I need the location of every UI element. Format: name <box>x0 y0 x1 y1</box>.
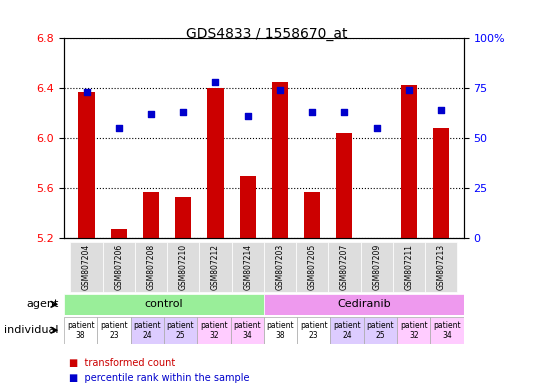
Bar <box>304 192 320 238</box>
Point <box>308 109 317 115</box>
FancyBboxPatch shape <box>397 317 431 344</box>
Text: Cediranib: Cediranib <box>337 299 391 310</box>
FancyBboxPatch shape <box>103 242 135 292</box>
Text: patient
24: patient 24 <box>133 321 161 340</box>
Text: GSM807203: GSM807203 <box>276 244 285 290</box>
Bar <box>111 229 127 238</box>
FancyBboxPatch shape <box>197 317 230 344</box>
FancyBboxPatch shape <box>135 242 167 292</box>
FancyBboxPatch shape <box>70 242 103 292</box>
FancyBboxPatch shape <box>264 242 296 292</box>
Point <box>179 109 188 115</box>
Bar <box>175 197 191 238</box>
FancyBboxPatch shape <box>425 242 457 292</box>
Text: GSM807210: GSM807210 <box>179 244 188 290</box>
Point <box>244 113 252 119</box>
Text: control: control <box>144 299 183 310</box>
FancyBboxPatch shape <box>131 317 164 344</box>
FancyBboxPatch shape <box>164 317 197 344</box>
FancyBboxPatch shape <box>264 317 297 344</box>
Text: patient
23: patient 23 <box>100 321 128 340</box>
FancyBboxPatch shape <box>393 242 425 292</box>
FancyBboxPatch shape <box>364 317 397 344</box>
Bar <box>78 92 94 238</box>
Bar <box>272 82 288 238</box>
Text: GSM807213: GSM807213 <box>437 244 446 290</box>
Text: GSM807211: GSM807211 <box>405 244 414 290</box>
FancyBboxPatch shape <box>264 294 464 315</box>
FancyBboxPatch shape <box>232 242 264 292</box>
Text: GSM807214: GSM807214 <box>243 244 252 290</box>
Text: GSM807205: GSM807205 <box>308 244 317 290</box>
Text: patient
34: patient 34 <box>233 321 261 340</box>
Text: patient
25: patient 25 <box>167 321 195 340</box>
Text: GSM807208: GSM807208 <box>147 244 156 290</box>
Point <box>276 87 284 93</box>
Point <box>373 125 381 131</box>
Bar <box>336 133 352 238</box>
Bar <box>143 192 159 238</box>
Point <box>340 109 349 115</box>
Point <box>115 125 123 131</box>
Text: GSM807207: GSM807207 <box>340 244 349 290</box>
FancyBboxPatch shape <box>199 242 232 292</box>
FancyBboxPatch shape <box>431 317 464 344</box>
FancyBboxPatch shape <box>98 317 131 344</box>
FancyBboxPatch shape <box>328 242 360 292</box>
Bar <box>401 84 417 238</box>
Text: ■  percentile rank within the sample: ■ percentile rank within the sample <box>69 373 250 383</box>
Text: patient
23: patient 23 <box>300 321 328 340</box>
FancyBboxPatch shape <box>167 242 199 292</box>
Bar <box>240 176 256 238</box>
FancyBboxPatch shape <box>330 317 364 344</box>
Point <box>82 89 91 95</box>
Text: GSM807204: GSM807204 <box>82 244 91 290</box>
Text: GDS4833 / 1558670_at: GDS4833 / 1558670_at <box>185 27 348 41</box>
Text: patient
34: patient 34 <box>433 321 461 340</box>
FancyBboxPatch shape <box>64 317 98 344</box>
Bar <box>433 128 449 238</box>
Point <box>405 87 413 93</box>
FancyBboxPatch shape <box>230 317 264 344</box>
Text: patient
24: patient 24 <box>333 321 361 340</box>
Text: GSM807206: GSM807206 <box>114 244 123 290</box>
Text: patient
38: patient 38 <box>266 321 294 340</box>
FancyBboxPatch shape <box>297 317 330 344</box>
Point <box>211 79 220 85</box>
FancyBboxPatch shape <box>64 294 264 315</box>
Text: GSM807209: GSM807209 <box>372 244 381 290</box>
Text: GSM807212: GSM807212 <box>211 244 220 290</box>
Text: ■  transformed count: ■ transformed count <box>69 358 175 368</box>
Text: individual: individual <box>4 325 59 335</box>
Point <box>147 111 155 118</box>
Text: patient
32: patient 32 <box>400 321 427 340</box>
Text: patient
32: patient 32 <box>200 321 228 340</box>
Text: agent: agent <box>26 299 59 310</box>
FancyBboxPatch shape <box>360 242 393 292</box>
Text: patient
25: patient 25 <box>367 321 394 340</box>
Bar <box>207 88 223 238</box>
FancyBboxPatch shape <box>296 242 328 292</box>
Text: patient
38: patient 38 <box>67 321 94 340</box>
Point <box>437 107 446 113</box>
